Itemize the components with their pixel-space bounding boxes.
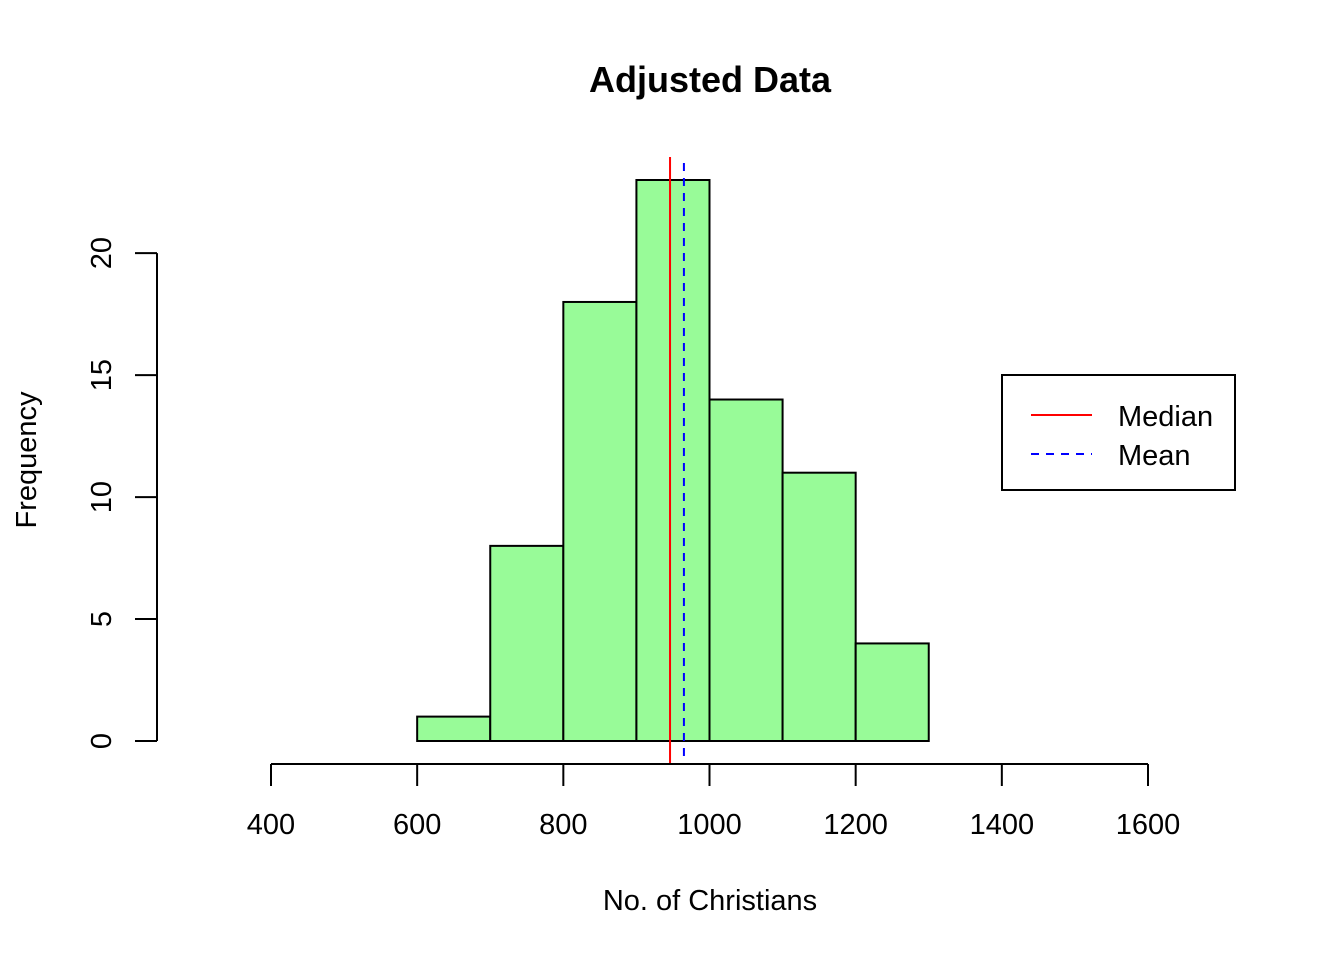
legend: Median Mean [1001,374,1236,491]
histogram-bar-800-900 [562,300,638,742]
x-tick-label-1600: 1600 [1116,809,1181,841]
y-tick-label-5: 5 [86,611,118,627]
x-tick-label-1000: 1000 [677,809,742,841]
chart-title: Adjusted Data [589,59,832,100]
histogram-bar-1100-1200 [781,471,857,742]
reference-lines-layer [669,157,685,764]
y-tick-label-20: 20 [86,237,118,269]
x-axis: 400 600 800 1000 1200 1400 1600 [247,763,1181,841]
y-axis: 0 5 10 15 20 [86,237,158,749]
x-tick-label-1200: 1200 [823,809,888,841]
legend-label-mean: Mean [1118,440,1191,472]
histogram-bar-1200-1300 [854,642,930,742]
legend-box [1001,374,1236,491]
histogram-bar-600-700 [416,715,492,743]
legend-label-median: Median [1118,401,1213,433]
x-tick-label-1400: 1400 [970,809,1035,841]
histogram-bar-700-800 [489,544,565,742]
y-axis-label: Frequency [11,391,43,529]
y-tick-label-10: 10 [86,481,118,513]
x-tick-label-800: 800 [539,809,587,841]
histogram-bar-1000-1100 [708,398,784,742]
histogram-bar-900-1000 [635,179,711,742]
y-tick-label-15: 15 [86,359,118,391]
x-tick-label-400: 400 [247,809,295,841]
x-axis-label: No. of Christians [603,885,817,917]
bars-layer [416,179,930,743]
y-tick-label-0: 0 [86,733,118,749]
x-tick-label-600: 600 [393,809,441,841]
